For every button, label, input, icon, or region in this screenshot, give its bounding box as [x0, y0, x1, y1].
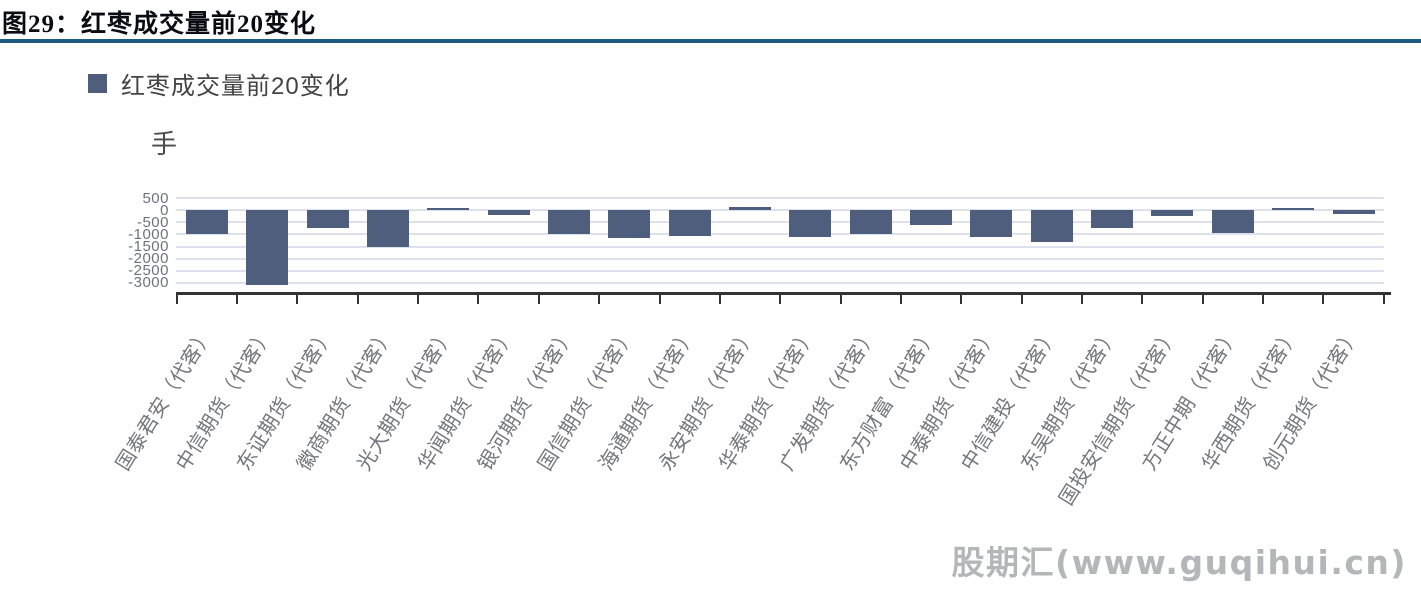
y-tick-label: -3000 — [128, 274, 169, 292]
legend: 红枣成交量前20变化 — [88, 66, 350, 101]
figure-title: 图29：红枣成交量前20变化 — [2, 11, 317, 38]
bar — [789, 210, 832, 237]
x-axis-tick — [779, 294, 782, 304]
watermark: 股期汇(www.guqihui.cn) — [951, 543, 1407, 582]
y-tick-label: -2500 — [128, 262, 169, 280]
y-tick-label: 500 — [142, 189, 169, 207]
bar — [729, 206, 772, 211]
x-axis-tick — [718, 294, 721, 304]
x-axis-tick — [960, 294, 963, 304]
x-axis-tick — [1201, 294, 1204, 304]
x-axis-line — [176, 291, 1391, 295]
x-axis-tick — [356, 294, 359, 304]
x-axis-tick — [598, 294, 601, 304]
bar — [1211, 210, 1254, 234]
x-axis-tick — [175, 294, 178, 304]
bar — [910, 210, 953, 225]
bar — [246, 210, 289, 286]
y-tick-label: -2000 — [128, 250, 169, 268]
bar — [366, 210, 409, 247]
bar — [1332, 210, 1375, 214]
gridline — [176, 257, 1384, 260]
gridline — [176, 245, 1384, 248]
gridline — [176, 221, 1384, 224]
bar — [427, 207, 470, 211]
gridline — [176, 269, 1384, 272]
x-axis-tick — [477, 294, 480, 304]
x-axis-tick — [658, 294, 661, 304]
x-axis-tick — [1141, 294, 1144, 304]
x-axis-tick — [1080, 294, 1083, 304]
x-axis-tick — [1020, 294, 1023, 304]
x-axis-tick — [899, 294, 902, 304]
x-axis-tick — [1382, 294, 1385, 304]
bar — [970, 210, 1013, 237]
gridline — [176, 197, 1384, 200]
bar — [185, 210, 228, 235]
bar — [668, 210, 711, 236]
bar — [608, 210, 651, 239]
y-tick-label: 0 — [160, 201, 169, 219]
x-axis-tick — [417, 294, 420, 304]
gridline — [176, 209, 1384, 212]
x-axis-tick — [839, 294, 842, 304]
gridline — [176, 233, 1384, 236]
bar — [1151, 210, 1194, 217]
bar — [849, 210, 892, 235]
x-axis-tick — [537, 294, 540, 304]
bar — [1091, 210, 1134, 228]
bar — [306, 210, 349, 229]
x-axis-tick — [1262, 294, 1264, 304]
bar — [547, 210, 590, 235]
x-axis-tick — [236, 294, 239, 304]
y-tick-label: -1500 — [128, 238, 169, 255]
legend-label: 红枣成交量前20变化 — [121, 73, 350, 100]
bar — [1272, 207, 1315, 211]
x-axis-tick — [296, 294, 299, 304]
y-axis-unit-label: 手 — [151, 129, 178, 159]
y-tick-label: -1000 — [128, 225, 169, 243]
y-tick-label: -500 — [136, 213, 169, 231]
x-axis-tick — [1322, 294, 1325, 304]
bar — [1030, 210, 1073, 242]
gridline — [176, 281, 1384, 284]
title-underline — [0, 39, 1421, 43]
bar — [487, 210, 530, 215]
legend-marker-icon — [88, 74, 107, 93]
